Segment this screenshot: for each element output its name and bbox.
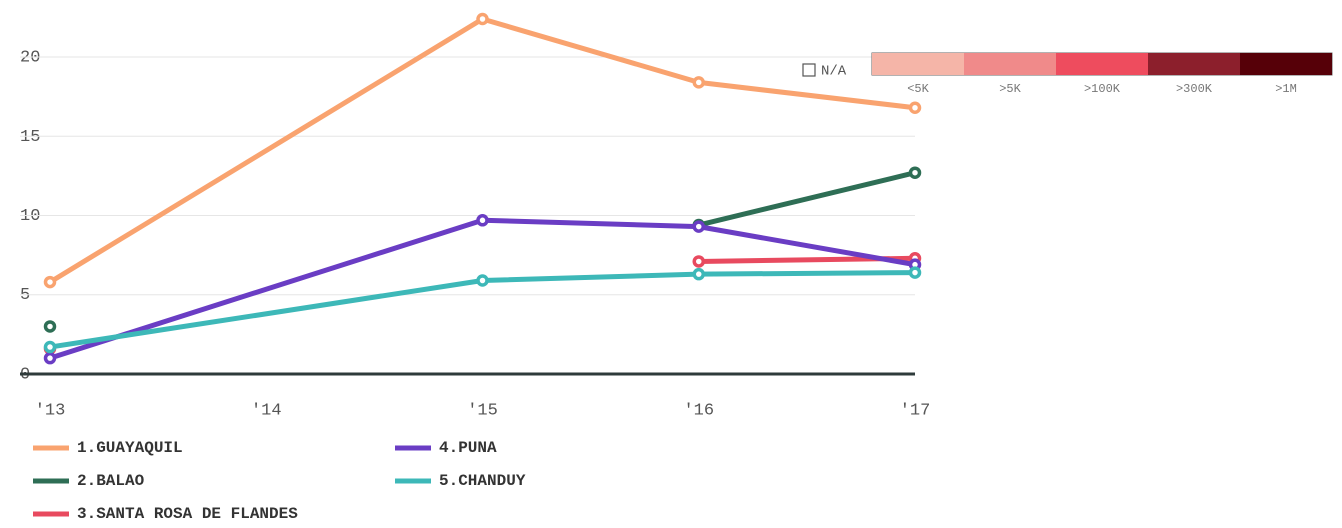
scale-label: >100K	[1084, 82, 1121, 96]
legend-label: 1.GUAYAQUIL	[77, 439, 183, 457]
x-tick-label: '13	[35, 401, 66, 420]
x-tick-label: '15	[467, 401, 498, 420]
point	[43, 320, 57, 333]
scale-swatch	[1056, 53, 1148, 75]
y-tick-label: 20	[20, 49, 40, 68]
x-tick-label: '17	[900, 401, 931, 420]
x-tick-label: '14	[251, 401, 282, 420]
scale-label: >5K	[999, 82, 1021, 96]
point	[43, 340, 57, 354]
point	[908, 101, 922, 114]
series-line	[48, 16, 916, 285]
legend-label: 4.PUNA	[439, 439, 497, 457]
scale-swatch	[964, 53, 1056, 75]
scale-swatch	[1148, 53, 1240, 75]
scale-label: >300K	[1176, 82, 1213, 96]
na-label: N/A	[821, 64, 847, 80]
series-line	[698, 170, 916, 228]
y-tick-label: 15	[20, 128, 40, 147]
na-box	[802, 63, 816, 77]
scale-swatch	[1240, 53, 1332, 75]
point	[43, 351, 57, 365]
point	[692, 255, 705, 268]
y-tick-label: 5	[20, 286, 30, 305]
point	[476, 274, 489, 287]
point	[908, 266, 922, 279]
point	[43, 275, 57, 289]
x-tick-label: '16	[683, 401, 714, 420]
point	[692, 267, 705, 281]
point	[908, 166, 922, 179]
series-line	[49, 217, 916, 361]
legend-label: 2.BALAO	[77, 472, 145, 490]
point	[692, 220, 705, 233]
scale-label: <5K	[907, 82, 929, 96]
legend-label: 3.SANTA ROSA DE FLANDES	[77, 505, 298, 523]
scale-label: >1M	[1275, 82, 1297, 96]
legend-label: 5.CHANDUY	[439, 472, 526, 490]
scale-swatch	[872, 53, 964, 75]
point	[692, 76, 705, 89]
y-tick-label: 10	[20, 207, 40, 226]
series-line	[49, 270, 916, 350]
point	[476, 12, 489, 26]
point	[476, 214, 489, 227]
